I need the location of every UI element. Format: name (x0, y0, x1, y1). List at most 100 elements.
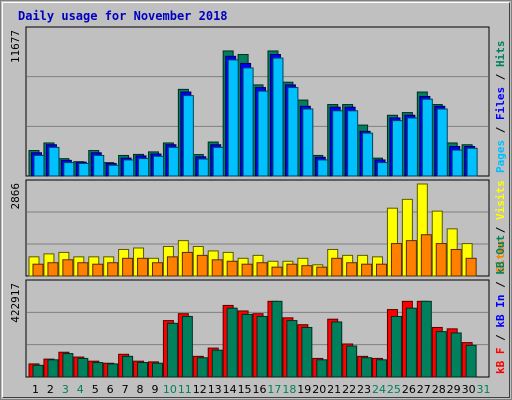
bar-visits-sites (420, 234, 432, 277)
y-max-label: 422917 (9, 283, 22, 323)
x-tick-label: 13 (208, 383, 222, 396)
y-max-label: 11677 (9, 30, 22, 63)
bar-visits-sites (346, 262, 358, 277)
bar-visits-sites (301, 265, 313, 277)
bar-hits-pages (257, 90, 269, 177)
bar-visits-sites (286, 263, 298, 277)
legend-entry: kB Out (494, 235, 507, 275)
bar-hits-pages (287, 87, 299, 177)
x-tick-label: 19 (297, 383, 311, 396)
x-tick-label: 10 (163, 383, 177, 396)
bar-kbytes-kb-out (405, 307, 417, 378)
x-tick-label: 25 (387, 383, 401, 396)
legend-entry: / (494, 120, 507, 140)
bar-kbytes-kb-out (77, 357, 89, 378)
bar-kbytes-kb-out (32, 364, 44, 378)
bar-hits-pages (93, 154, 105, 177)
bar-hits-pages (302, 108, 314, 177)
chart-title: Daily usage for November 2018 (18, 9, 228, 23)
bar-kbytes-kb-out (390, 315, 402, 378)
bar-visits-sites (256, 262, 268, 277)
legend-hits: Pages / Files / Hits (494, 41, 507, 174)
x-tick-label: 31 (477, 383, 491, 396)
bar-visits-sites (316, 266, 328, 277)
bar-hits-pages (317, 159, 329, 177)
bar-hits-pages (123, 159, 135, 177)
legend-entry: / (494, 220, 507, 240)
x-tick-label: 20 (312, 383, 326, 396)
bar-hits-pages (332, 110, 344, 177)
bar-kbytes-kb-out (271, 300, 283, 378)
bar-kbytes-kb-out (181, 315, 193, 378)
legend-entry: Pages (494, 140, 507, 173)
bar-visits-sites (376, 263, 388, 277)
bar-visits-sites (181, 251, 193, 277)
bar-kbytes-kb-out (376, 359, 388, 378)
x-tick-label: 28 (432, 383, 446, 396)
bar-kbytes-kb-out (196, 357, 208, 378)
bar-visits-sites (92, 263, 104, 277)
legend-entry: Hits (494, 41, 507, 68)
legend-kbytes: kB F / kB In / kB Out (494, 235, 507, 374)
x-tick-label: 8 (137, 383, 144, 396)
bar-kbytes-kb-out (256, 315, 268, 378)
bar-visits-sites (107, 262, 119, 277)
bar-visits-sites (241, 263, 253, 277)
legend-entry: / (494, 275, 507, 295)
x-tick-label: 24 (372, 383, 386, 396)
bar-hits-pages (391, 120, 403, 177)
x-tick-label: 22 (342, 383, 356, 396)
x-tick-label: 26 (402, 383, 416, 396)
bar-hits-pages (242, 67, 254, 177)
bar-hits-pages (182, 95, 194, 177)
bar-kbytes-kb-out (62, 353, 74, 378)
bar-kbytes-kb-out (241, 313, 253, 378)
x-tick-label: 3 (62, 383, 69, 396)
bar-visits-sites (211, 259, 223, 277)
bar-kbytes-kb-out (435, 331, 447, 378)
x-tick-label: 17 (267, 383, 281, 396)
bar-kbytes-kb-out (107, 363, 119, 378)
x-tick-label: 9 (151, 383, 158, 396)
bar-kbytes-kb-out (465, 344, 477, 378)
x-tick-label: 18 (282, 383, 296, 396)
bar-hits-pages (33, 154, 45, 177)
bar-kbytes-kb-out (151, 362, 163, 378)
x-tick-label: 12 (193, 383, 207, 396)
x-tick-label: 29 (447, 383, 461, 396)
bar-hits-pages (421, 98, 433, 177)
legend-entry: Sites (494, 240, 507, 273)
bar-hits-pages (466, 147, 478, 177)
bar-hits-pages (227, 59, 239, 177)
bar-hits-pages (436, 108, 448, 177)
legend-entry: / (494, 328, 507, 348)
x-tick-label: 30 (462, 383, 476, 396)
bar-visits-sites (450, 248, 462, 277)
bar-visits-sites (361, 263, 373, 277)
bar-hits-pages (451, 149, 463, 177)
bar-kbytes-kb-out (450, 332, 462, 378)
bar-kbytes-kb-out (361, 357, 373, 378)
x-tick-label: 6 (107, 383, 114, 396)
bar-kbytes-kb-out (137, 362, 149, 378)
bar-kbytes-kb-out (420, 300, 432, 378)
bar-hits-pages (347, 110, 359, 177)
x-tick-label: 4 (77, 383, 84, 396)
x-tick-label: 5 (92, 383, 99, 396)
bar-hits-pages (63, 162, 75, 177)
x-tick-label: 11 (178, 383, 192, 396)
legend-entry: Visits (494, 180, 507, 220)
bar-hits-pages (167, 146, 179, 177)
bar-kbytes-kb-out (226, 307, 238, 378)
bar-visits-sites (47, 262, 59, 277)
bar-kbytes-kb-out (301, 326, 313, 378)
legend-entry: kB F (494, 348, 507, 375)
x-tick-label: 2 (47, 383, 54, 396)
bar-visits-sites (331, 257, 343, 277)
x-tick-label: 21 (327, 383, 341, 396)
bar-hits-pages (272, 57, 284, 177)
bar-visits-sites (226, 260, 238, 277)
bar-visits-sites (122, 257, 134, 277)
bar-visits-sites (390, 243, 402, 277)
